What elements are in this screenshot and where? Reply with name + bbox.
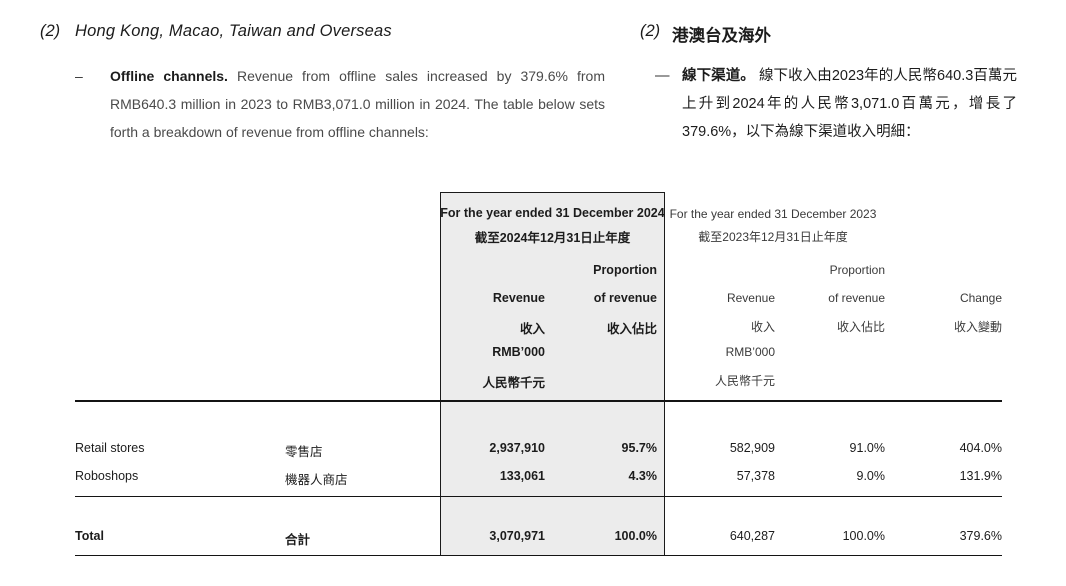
- section-title-zh: (2) 港澳台及海外: [640, 22, 771, 46]
- row-label-en: Roboshops: [75, 469, 139, 483]
- header-proportion-zh-2023: 收入佔比: [836, 320, 885, 334]
- table-row-retail-stores: Retail stores 零售店 2,937,910 95.7% 582,90…: [75, 441, 1002, 460]
- group-title-2023-zh: 截至2023年12月31日止年度: [698, 230, 848, 244]
- header-of-revenue-2024: of revenue: [593, 291, 657, 305]
- header-row-revenue: Revenue of revenue Revenue of revenue Ch…: [75, 291, 1002, 305]
- table-bottom-line: [75, 555, 1002, 556]
- header-rmb-zh-2024: 人民幣千元: [482, 376, 545, 390]
- section-number-en: (2): [40, 22, 61, 40]
- row-label-zh: 機器人商店: [285, 473, 348, 487]
- table-row-roboshops: Roboshops 機器人商店 133,061 4.3% 57,378 9.0%…: [75, 469, 1002, 488]
- paragraph-en: – Offline channels. Revenue from offline…: [75, 62, 605, 146]
- cell-revenue-2024: 133,061: [499, 469, 545, 483]
- cell-revenue-2023: 582,909: [729, 441, 775, 455]
- paragraph-zh: — 線下渠道。 線下收入由2023年的人民幣640.3百萬元上升到2024年的人…: [655, 62, 1017, 146]
- group-title-2024-en: For the year ended 31 December 2024: [440, 206, 665, 220]
- cell-change: 404.0%: [959, 441, 1002, 455]
- cell-proportion-2024: 4.3%: [628, 469, 658, 483]
- paragraph-lead-en: Offline channels.: [110, 68, 228, 84]
- header-row-proportion: Proportion Proportion: [75, 263, 1002, 277]
- paragraph-rest-en: Revenue from offline sales increased by …: [110, 68, 605, 140]
- header-of-revenue-2023: of revenue: [828, 291, 885, 305]
- header-revenue-2024: Revenue: [492, 291, 545, 305]
- highlight-box-2024: [440, 192, 665, 556]
- section-number-zh: (2): [640, 22, 661, 40]
- column-group-2024: For the year ended 31 December 2024 截至20…: [440, 206, 665, 246]
- cell-revenue-2024: 2,937,910: [489, 441, 545, 455]
- row-label-zh: 零售店: [285, 445, 323, 459]
- section-title-en: (2) Hong Kong, Macao, Taiwan and Oversea…: [40, 22, 392, 41]
- column-group-2023: For the year ended 31 December 2023 截至20…: [661, 207, 885, 245]
- header-proportion-zh-2024: 收入佔比: [606, 322, 657, 336]
- bullet-dash-zh: —: [655, 68, 670, 84]
- header-divider-line: [75, 400, 1002, 402]
- cell-total-change: 379.6%: [959, 529, 1002, 543]
- header-change-zh: 收入變動: [953, 320, 1002, 334]
- header-change: Change: [959, 291, 1002, 305]
- total-label-zh: 合計: [285, 533, 311, 547]
- cell-proportion-2024: 95.7%: [621, 441, 657, 455]
- paragraph-rest-zh: 線下收入由2023年的人民幣640.3百萬元上升到2024年的人民幣3,071.…: [682, 68, 1018, 140]
- header-proportion-2023: Proportion: [829, 263, 885, 277]
- header-proportion-2024: Proportion: [593, 263, 657, 277]
- cell-total-proportion-2024: 100.0%: [614, 529, 657, 543]
- revenue-table: For the year ended 31 December 2024 截至20…: [75, 0, 1005, 586]
- header-row-zh: 收入 收入佔比 收入 收入佔比 收入變動: [75, 318, 1002, 337]
- cell-total-revenue-2023: 640,287: [729, 529, 775, 543]
- subtotal-divider-line: [75, 496, 1002, 497]
- group-title-2024-zh: 截至2024年12月31日止年度: [474, 231, 631, 245]
- header-row-rmb: RMB’000 RMB’000: [75, 345, 1002, 359]
- section-title-text-zh: 港澳台及海外: [672, 27, 771, 45]
- row-label-en: Retail stores: [75, 441, 145, 455]
- cell-proportion-2023: 91.0%: [849, 441, 885, 455]
- paragraph-lead-zh: 線下渠道。: [682, 68, 755, 84]
- header-rmb-2023: RMB’000: [725, 345, 775, 359]
- paragraph-body-en: Offline channels. Revenue from offline s…: [110, 62, 605, 146]
- group-title-2023-en: For the year ended 31 December 2023: [669, 207, 877, 221]
- header-rmb-zh-2023: 人民幣千元: [714, 374, 775, 388]
- header-revenue-zh-2023: 收入: [750, 320, 775, 334]
- cell-change: 131.9%: [959, 469, 1002, 483]
- header-row-rmb-zh: 人民幣千元 人民幣千元: [75, 372, 1002, 391]
- cell-proportion-2023: 9.0%: [856, 469, 886, 483]
- section-title-text-en: Hong Kong, Macao, Taiwan and Overseas: [75, 22, 392, 40]
- cell-revenue-2023: 57,378: [736, 469, 775, 483]
- paragraph-body-zh: 線下渠道。 線下收入由2023年的人民幣640.3百萬元上升到2024年的人民幣…: [682, 62, 1017, 146]
- bullet-dash-en: –: [75, 68, 83, 84]
- header-revenue-zh-2024: 收入: [519, 322, 545, 336]
- cell-total-proportion-2023: 100.0%: [842, 529, 885, 543]
- header-revenue-2023: Revenue: [726, 291, 775, 305]
- table-row-total: Total 合計 3,070,971 100.0% 640,287 100.0%…: [75, 529, 1002, 548]
- header-rmb-2024: RMB’000: [492, 345, 545, 359]
- cell-total-revenue-2024: 3,070,971: [489, 529, 545, 543]
- total-label-en: Total: [75, 529, 104, 543]
